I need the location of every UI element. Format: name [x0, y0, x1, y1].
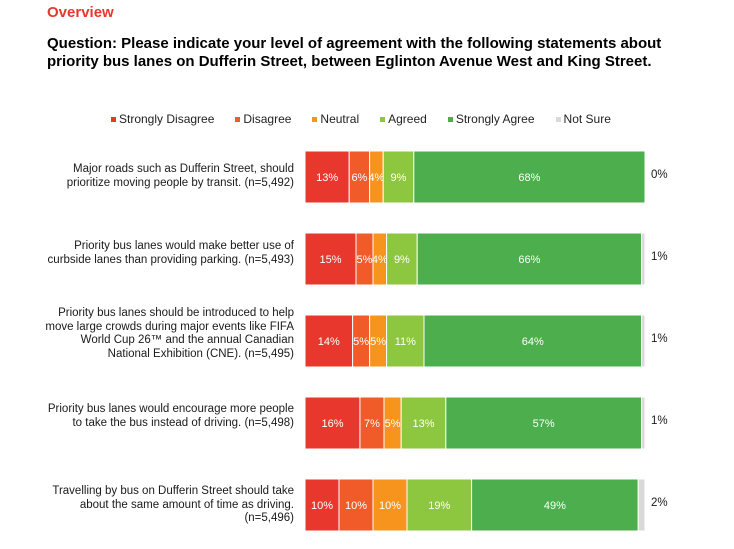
bar-value-label: 5%: [357, 254, 373, 266]
bar-value-label: 9%: [391, 172, 407, 184]
legend-not-sure: Not Sure: [555, 112, 611, 126]
not-sure-label: 1%: [651, 251, 668, 263]
legend-label: Strongly Disagree: [119, 112, 215, 126]
bar-segment-strongly-agree: [416, 232, 643, 286]
bar-value-label: 15%: [319, 254, 341, 266]
bar-value-label: 13%: [316, 172, 338, 184]
bar-row-3: 14% 5% 5% 11% 64% 1%: [304, 314, 668, 368]
bar-segment-strongly-agree: [471, 478, 639, 532]
bar-value-label: 5%: [370, 336, 386, 348]
bar-value-label: 10%: [379, 500, 401, 512]
bar-row-2: 15% 5% 4% 9% 66% 1%: [304, 232, 668, 286]
overview-heading: Overview: [47, 4, 114, 21]
statement-label-1: Major roads such as Dufferin Street, sho…: [66, 163, 294, 189]
legend-swatch: [380, 116, 386, 122]
legend-swatch: [111, 116, 116, 122]
legend-disagree: Disagree: [235, 112, 291, 126]
bar-segment-strongly-disagree: [304, 314, 354, 368]
bar-value-label: 6%: [351, 172, 367, 184]
bar-segment-agreed: [386, 314, 425, 368]
legend-agreed: Agreed: [380, 112, 427, 126]
bar-value-label: 13%: [412, 418, 434, 430]
legend-strongly-agree: Strongly Agree: [447, 112, 535, 126]
bar-segment-agreed: [386, 232, 418, 286]
legend-label: Neutral: [320, 112, 360, 126]
bar-segment-not-sure: [641, 314, 646, 368]
bar-value-label: 5%: [353, 336, 369, 348]
bar-value-label: 19%: [428, 500, 450, 512]
bar-row-5: 10% 10% 10% 19% 49% 2%: [304, 478, 668, 532]
bar-value-label: 7%: [364, 418, 380, 430]
legend-swatch: [235, 116, 241, 122]
legend-label: Disagree: [243, 112, 292, 126]
bar-segment-agreed: [382, 150, 415, 204]
bar-value-label: 10%: [311, 500, 333, 512]
legend-swatch: [555, 116, 561, 122]
not-sure-label: 1%: [651, 333, 668, 345]
legend-strongly-disagree: Strongly Disagree: [111, 112, 214, 126]
not-sure-label: 2%: [651, 497, 668, 509]
bar-segment-strongly-disagree: [304, 150, 350, 204]
bar-row-4: 16% 7% 5% 13% 57% 1%: [304, 396, 668, 450]
legend-label: Agreed: [388, 112, 427, 126]
question-text: Question: Please indicate your level of …: [47, 35, 662, 70]
not-sure-label: 0%: [651, 169, 668, 181]
bar-value-label: 10%: [345, 500, 367, 512]
statement-label-2: Priority bus lanes would make better use…: [47, 240, 294, 266]
legend-swatch: [312, 116, 318, 122]
bar-value-label: 4%: [368, 172, 384, 184]
statement-label-3: Priority bus lanes should be introduced …: [45, 307, 294, 360]
chart-legend: Strongly Disagree Disagree Neutral Agree…: [111, 112, 611, 126]
bar-value-label: 5%: [385, 418, 401, 430]
bar-segment-strongly-agree: [445, 396, 643, 450]
legend-label: Not Sure: [563, 112, 611, 126]
bar-segment-not-sure: [641, 396, 646, 450]
bar-value-label: 49%: [544, 500, 566, 512]
bar-segment-disagree: [338, 478, 374, 532]
bar-value-label: 57%: [533, 418, 555, 430]
bar-segment-strongly-disagree: [304, 232, 357, 286]
legend-swatch: [447, 116, 453, 122]
not-sure-label: 1%: [651, 415, 668, 427]
bar-value-label: 4%: [372, 254, 388, 266]
bar-segment-strongly-agree: [413, 150, 646, 204]
bar-segment-not-sure: [641, 232, 646, 286]
bar-segment-disagree: [359, 396, 385, 450]
bar-value-label: 11%: [395, 336, 416, 348]
bar-value-label: 68%: [518, 172, 540, 184]
legend-label: Strongly Agree: [455, 112, 535, 126]
bar-row-1: 13% 6% 4% 9% 68% 0%: [304, 150, 668, 204]
bar-segment-not-sure: [637, 478, 646, 532]
bar-value-label: 14%: [318, 336, 340, 348]
legend-neutral: Neutral: [312, 112, 359, 126]
bar-value-label: 64%: [522, 336, 544, 348]
bar-value-label: 66%: [518, 254, 540, 266]
statement-label-4: Priority bus lanes would encourage more …: [47, 403, 294, 429]
statement-label-5: Travelling by bus on Dufferin Street sho…: [52, 485, 294, 524]
bar-segment-neutral: [372, 478, 408, 532]
bar-value-label: 16%: [321, 418, 343, 430]
bar-value-label: 9%: [394, 254, 410, 266]
bar-segment-strongly-disagree: [304, 396, 361, 450]
